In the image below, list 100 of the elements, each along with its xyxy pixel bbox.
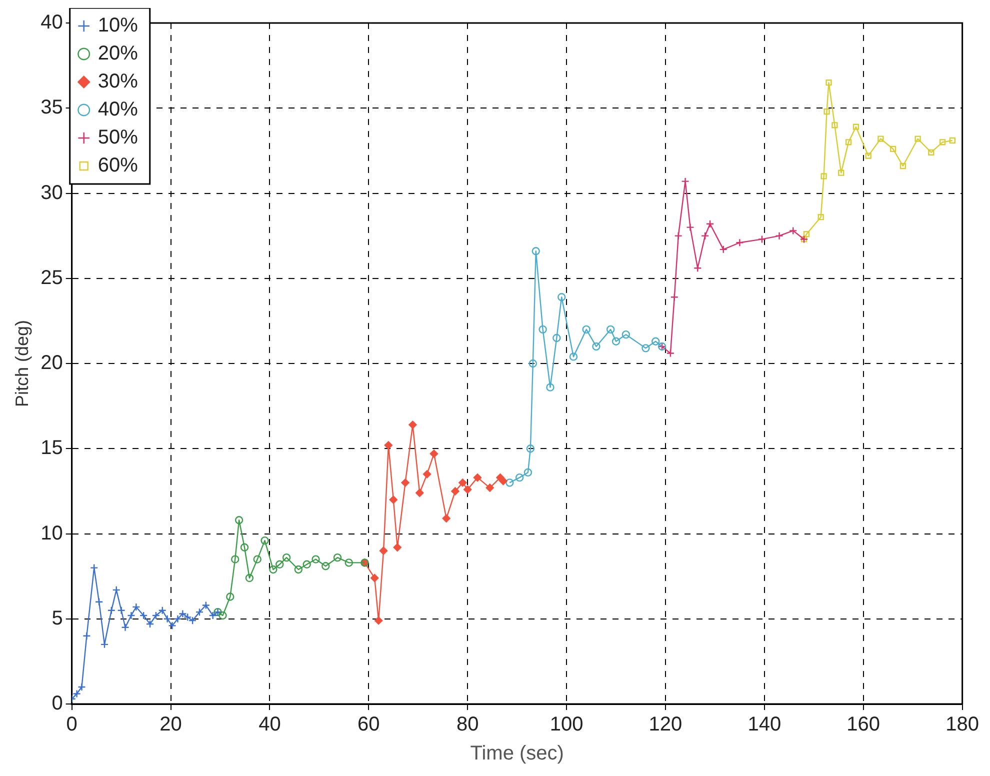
point <box>546 383 554 392</box>
legend-label: 20% <box>98 42 138 65</box>
point <box>528 359 538 368</box>
point <box>803 231 810 238</box>
point <box>107 606 116 614</box>
point <box>832 122 838 128</box>
point <box>408 420 417 429</box>
point <box>592 342 600 351</box>
x-tick-label: 60 <box>358 714 380 736</box>
point <box>838 170 844 176</box>
point <box>152 611 160 620</box>
legend-label: 50% <box>98 126 138 149</box>
point <box>622 330 630 339</box>
point <box>416 488 424 497</box>
point <box>824 108 830 115</box>
y-tick-label: 20 <box>40 352 63 374</box>
point <box>389 496 398 504</box>
point <box>379 546 388 555</box>
point <box>666 349 675 358</box>
point <box>174 614 182 623</box>
point <box>132 602 140 612</box>
y-axis-title: Pitch (deg) <box>12 320 32 408</box>
point <box>269 565 278 574</box>
point <box>820 173 827 180</box>
point <box>949 137 956 144</box>
point <box>78 682 86 692</box>
point <box>789 226 798 235</box>
point <box>694 264 702 272</box>
x-tick-label: 180 <box>946 714 980 736</box>
point <box>374 616 383 625</box>
x-tick-label: 140 <box>748 714 782 736</box>
point <box>515 473 524 482</box>
x-axis-title: Time (sec) <box>470 742 564 765</box>
point <box>370 574 379 582</box>
point <box>526 444 535 453</box>
point <box>195 608 204 616</box>
point <box>158 606 166 614</box>
point <box>506 478 514 487</box>
point <box>939 139 946 146</box>
y-tick-label: 5 <box>52 607 63 630</box>
point <box>499 476 508 486</box>
x-tick-label: 0 <box>66 714 78 736</box>
point <box>914 136 921 142</box>
point <box>312 555 320 564</box>
point <box>231 555 240 564</box>
point <box>865 152 872 159</box>
y-tick-label: 35 <box>40 96 63 119</box>
point <box>260 536 269 545</box>
point <box>121 623 130 632</box>
x-tick-label: 160 <box>846 714 880 736</box>
point <box>253 555 262 564</box>
point <box>240 543 249 552</box>
point <box>112 586 120 594</box>
point <box>928 149 934 156</box>
point <box>146 620 154 628</box>
point <box>532 247 540 256</box>
point <box>606 325 615 334</box>
point <box>202 601 210 610</box>
point <box>234 516 244 524</box>
point <box>538 325 547 334</box>
y-tick-label: 0 <box>52 692 63 715</box>
point <box>430 450 438 458</box>
point <box>94 598 104 606</box>
point <box>458 478 467 487</box>
point <box>208 611 217 620</box>
point <box>226 592 234 601</box>
point <box>282 553 291 562</box>
point <box>322 562 330 570</box>
point <box>384 441 393 450</box>
legend-label: 10% <box>98 14 138 37</box>
x-tick-label: 120 <box>648 714 682 736</box>
point <box>72 690 81 698</box>
point <box>706 220 714 228</box>
point <box>245 574 254 582</box>
point <box>168 622 176 630</box>
point <box>117 606 126 614</box>
point <box>890 146 896 152</box>
legend-label: 40% <box>98 98 138 121</box>
point <box>642 344 650 352</box>
point <box>900 162 906 170</box>
legend-label: 60% <box>98 154 138 177</box>
legend-label: 30% <box>98 70 138 93</box>
point <box>442 514 450 523</box>
x-tick-label: 100 <box>550 714 584 736</box>
point <box>422 470 432 478</box>
y-tick-label: 15 <box>40 437 63 460</box>
point <box>333 553 342 562</box>
point <box>82 632 91 640</box>
y-tick-label: 30 <box>40 182 63 204</box>
point <box>878 136 884 142</box>
point <box>524 468 532 477</box>
point <box>582 325 590 334</box>
point <box>552 334 561 342</box>
y-tick-label: 25 <box>40 266 63 289</box>
point <box>826 80 832 86</box>
x-tick-label: 40 <box>258 714 281 736</box>
point <box>852 124 860 130</box>
y-tick-label: 10 <box>40 522 63 544</box>
point <box>218 611 227 620</box>
point <box>652 337 660 346</box>
